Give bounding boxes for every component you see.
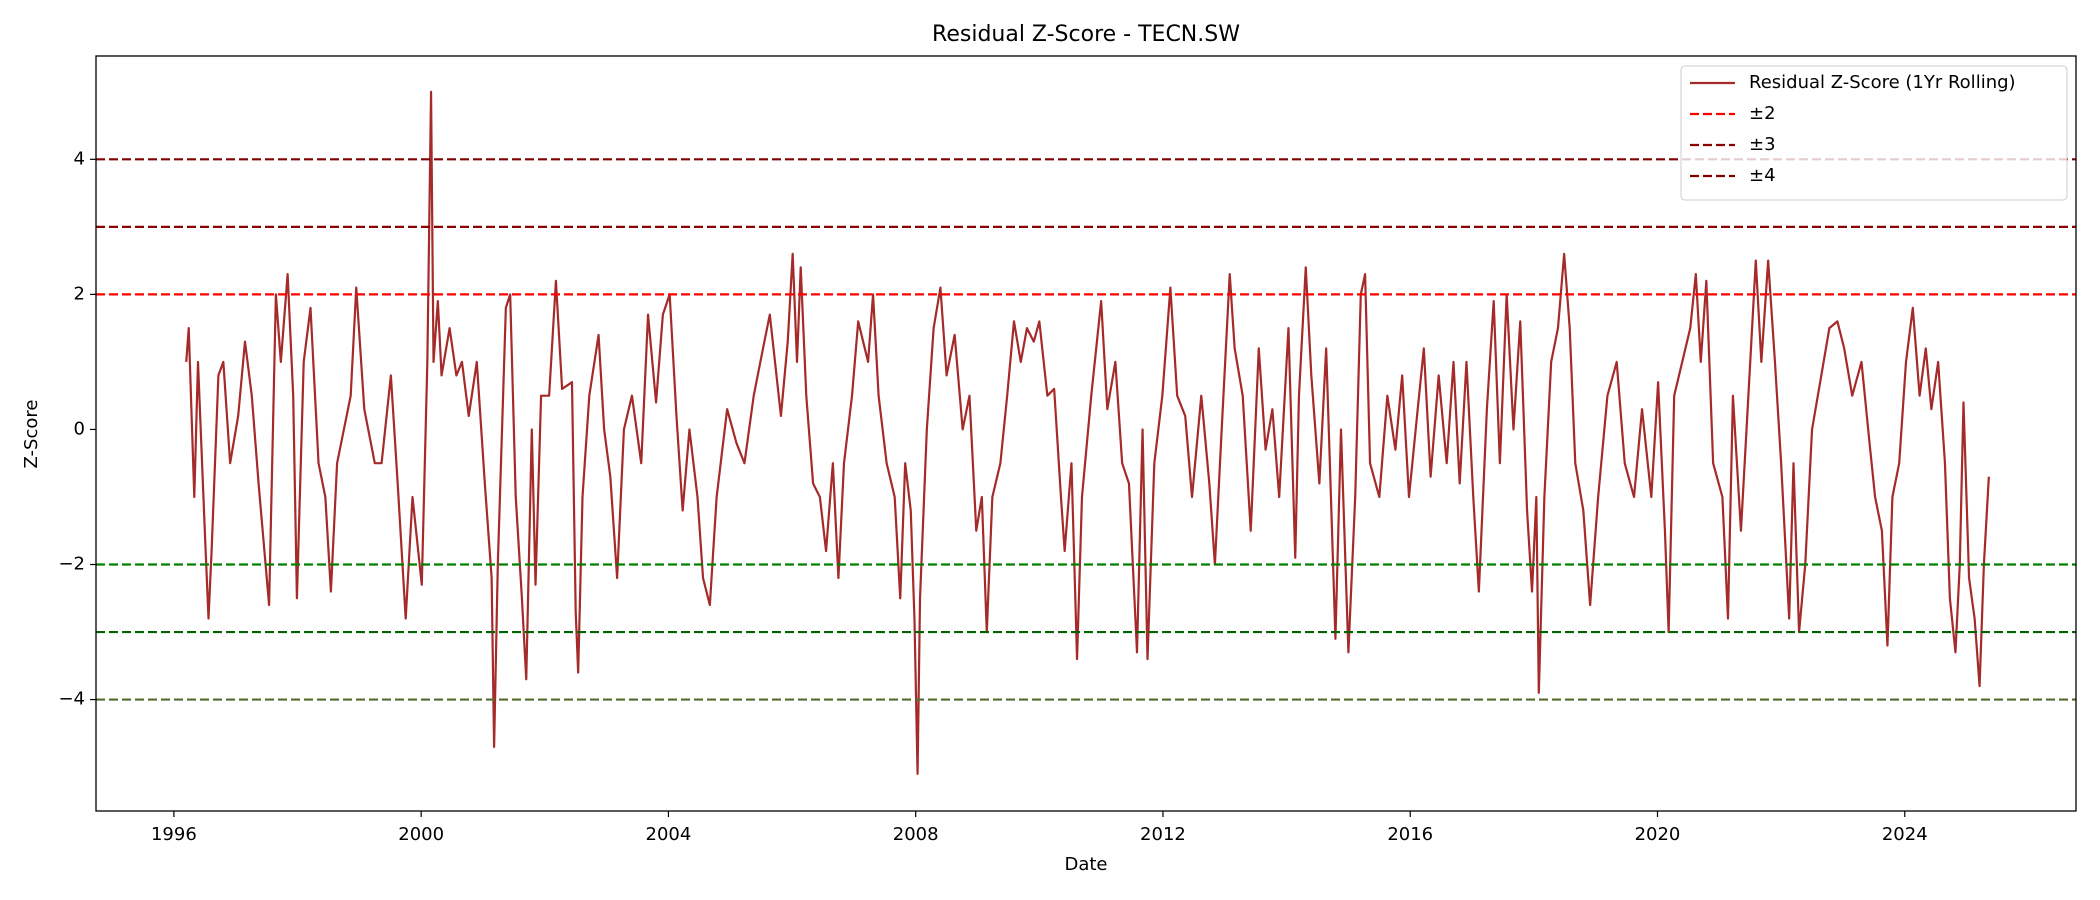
x-tick-label: 2024 [1882, 824, 1928, 845]
y-tick-label: 2 [74, 283, 85, 304]
legend-label: ±4 [1749, 165, 1776, 186]
legend-label: ±3 [1749, 134, 1776, 155]
y-tick-label: −4 [58, 689, 85, 710]
x-tick-label: 2000 [398, 824, 444, 845]
axes-frame [95, 55, 2077, 812]
plot-area [96, 90, 2076, 775]
x-tick-label: 1996 [151, 824, 197, 845]
chart-title: Residual Z-Score - TECN.SW [932, 22, 1240, 47]
x-tick-label: 2004 [646, 824, 692, 845]
legend: Residual Z-Score (1Yr Rolling) ±2 ±3 ±4 [1680, 65, 2068, 201]
y-tick-label: 0 [74, 418, 85, 439]
legend-label: ±2 [1749, 103, 1776, 124]
y-tick-label: −2 [58, 554, 85, 575]
x-tick-label: 2008 [893, 824, 939, 845]
y-tick-label: 4 [74, 148, 85, 169]
x-tick-label: 2016 [1387, 824, 1433, 845]
legend-label: Residual Z-Score (1Yr Rolling) [1749, 72, 2016, 93]
x-axis-label: Date [1064, 854, 1107, 875]
legend-box [1680, 65, 2068, 201]
x-tick-label: 2012 [1140, 824, 1186, 845]
y-axis-label: Z-Score [21, 400, 42, 469]
data-line [185, 90, 1990, 775]
x-tick-label: 2020 [1635, 824, 1681, 845]
